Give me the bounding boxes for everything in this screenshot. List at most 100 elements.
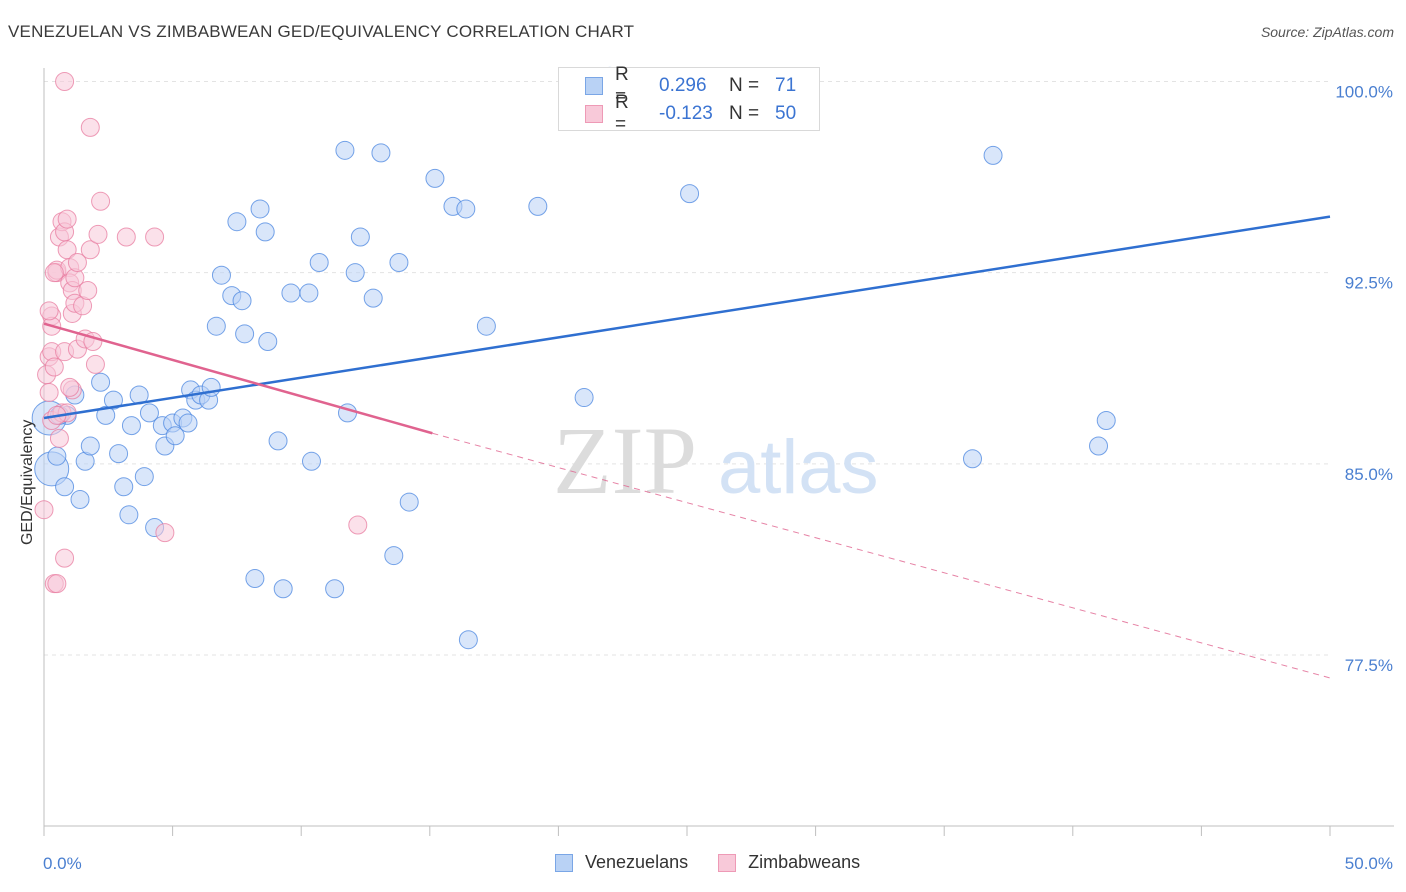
legend-label: Venezuelans bbox=[585, 852, 689, 872]
venezuelan-point bbox=[350, 227, 370, 247]
zimbabwean-point bbox=[80, 240, 100, 260]
venezuelan-point bbox=[325, 579, 345, 599]
venezuelan-point bbox=[96, 405, 116, 425]
zimbabwean-trend-extension bbox=[432, 432, 1331, 679]
legend-swatch-pink bbox=[585, 105, 603, 123]
venezuelan-point bbox=[962, 449, 982, 469]
n-label: N = bbox=[729, 103, 760, 124]
zimbabwean-point bbox=[116, 227, 136, 247]
zimbabwean-point bbox=[49, 428, 69, 448]
r-label: R = bbox=[615, 64, 629, 107]
venezuelan-point bbox=[232, 291, 252, 311]
zimbabwean-point bbox=[348, 515, 368, 535]
venezuelan-trend-line bbox=[43, 215, 1331, 420]
zimbabwean-point bbox=[39, 301, 59, 321]
n-value: 50 bbox=[775, 103, 797, 124]
zimbabwean-point bbox=[85, 354, 105, 374]
venezuelan-point bbox=[178, 413, 198, 433]
venezuelan-point bbox=[250, 199, 270, 219]
venezuelan-point bbox=[425, 168, 445, 188]
venezuelan-point bbox=[273, 579, 293, 599]
zimbabwean-point bbox=[44, 357, 64, 377]
venezuelan-point bbox=[371, 143, 391, 163]
legend-item-zimbabweans: Zimbabweans bbox=[718, 852, 860, 873]
venezuelan-point bbox=[70, 490, 90, 510]
venezuelan-point bbox=[384, 546, 404, 566]
venezuelan-point bbox=[345, 263, 365, 283]
venezuelan-point bbox=[121, 416, 141, 436]
gridlines bbox=[44, 81, 1330, 656]
venezuelan-point bbox=[245, 569, 265, 589]
zimbabwean-point bbox=[60, 377, 80, 397]
venezuelan-point bbox=[227, 212, 247, 232]
venezuelan-point bbox=[268, 431, 288, 451]
legend-item-venezuelans: Venezuelans bbox=[555, 852, 688, 873]
r-label: R = bbox=[615, 92, 629, 135]
venezuelan-point bbox=[134, 467, 154, 487]
watermark-zip: ZIP bbox=[553, 407, 697, 514]
zimbabwean-point bbox=[57, 209, 77, 229]
r-value: -0.123 bbox=[659, 103, 713, 124]
venezuelan-point bbox=[114, 477, 134, 497]
venezuelan-point bbox=[456, 199, 476, 219]
venezuelan-point bbox=[119, 505, 139, 525]
y-tick-label: 85.0% bbox=[1345, 465, 1393, 484]
zimbabwean-point bbox=[55, 72, 75, 91]
legend-row-venezuelans: R = 0.296 N = 71 bbox=[585, 64, 797, 107]
venezuelan-point bbox=[299, 283, 319, 303]
data-points bbox=[31, 66, 1116, 650]
zimbabwean-point bbox=[47, 574, 67, 594]
venezuelan-point bbox=[458, 630, 478, 650]
venezuelan-point bbox=[91, 372, 111, 392]
venezuelan-point bbox=[103, 390, 123, 410]
venezuelan-point bbox=[109, 444, 129, 464]
stats-legend: R = 0.296 N = 71 R = -0.123 N = 50 bbox=[558, 64, 820, 135]
zimbabwean-point bbox=[67, 252, 87, 272]
watermark-atlas: atlas bbox=[718, 425, 879, 510]
venezuelan-point bbox=[528, 196, 548, 216]
zimbabwean-point bbox=[155, 523, 175, 543]
y-tick-label: 100.0% bbox=[1335, 83, 1393, 102]
venezuelan-point bbox=[309, 252, 329, 272]
venezuelan-point bbox=[211, 265, 231, 285]
venezuelan-point bbox=[1089, 436, 1109, 456]
zimbabwean-point bbox=[78, 281, 98, 301]
venezuelan-point bbox=[680, 184, 700, 204]
venezuelan-point bbox=[1096, 411, 1116, 431]
trend-lines bbox=[43, 215, 1331, 679]
n-label: N = bbox=[729, 75, 760, 96]
source-credit: Source: ZipAtlas.com bbox=[1260, 24, 1394, 40]
legend-swatch-pink bbox=[718, 853, 737, 872]
y-axis-label: GED/Equivalency bbox=[19, 420, 36, 545]
venezuelan-point bbox=[399, 492, 419, 512]
y-tick-label: 77.5% bbox=[1345, 656, 1393, 675]
venezuelan-point bbox=[235, 324, 255, 344]
venezuelan-point bbox=[335, 140, 355, 160]
venezuelan-point bbox=[281, 283, 301, 303]
watermark: ZIP atlas bbox=[553, 407, 879, 514]
venezuelan-point bbox=[476, 316, 496, 336]
zimbabwean-point bbox=[34, 500, 54, 520]
n-value: 71 bbox=[775, 75, 797, 96]
x-tick-label: 0.0% bbox=[43, 854, 82, 873]
legend-swatch-blue bbox=[555, 853, 573, 872]
zimbabwean-point bbox=[44, 263, 64, 283]
tick-labels: 77.5% 85.0% 92.5% 100.0% 0.0% 50.0% bbox=[43, 83, 1393, 874]
zimbabwean-point bbox=[80, 117, 100, 137]
axes bbox=[43, 68, 1394, 836]
zimbabwean-point bbox=[145, 227, 165, 247]
zimbabwean-point bbox=[91, 191, 111, 211]
x-tick-label: 50.0% bbox=[1345, 854, 1393, 873]
zimbabwean-point bbox=[39, 382, 59, 402]
zimbabwean-trend-line bbox=[43, 322, 433, 435]
zimbabwean-point bbox=[55, 548, 75, 568]
zimbabwean-point bbox=[88, 224, 108, 244]
venezuelan-point bbox=[389, 252, 409, 272]
venezuelan-point bbox=[165, 426, 185, 446]
venezuelan-point bbox=[363, 288, 383, 308]
legend-row-zimbabweans: R = -0.123 N = 50 bbox=[585, 92, 797, 135]
y-tick-label: 92.5% bbox=[1345, 274, 1393, 293]
venezuelan-point bbox=[258, 331, 278, 351]
legend-swatch-blue bbox=[585, 77, 603, 95]
